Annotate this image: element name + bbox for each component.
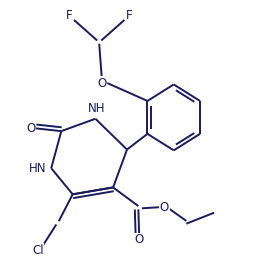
Text: O: O [135, 233, 144, 246]
Text: O: O [97, 76, 106, 90]
Text: F: F [126, 9, 133, 22]
Text: NH: NH [88, 102, 105, 115]
Text: O: O [160, 201, 169, 214]
Text: Cl: Cl [32, 243, 44, 256]
Text: O: O [26, 122, 35, 135]
Text: F: F [66, 9, 72, 22]
Text: HN: HN [29, 162, 47, 175]
